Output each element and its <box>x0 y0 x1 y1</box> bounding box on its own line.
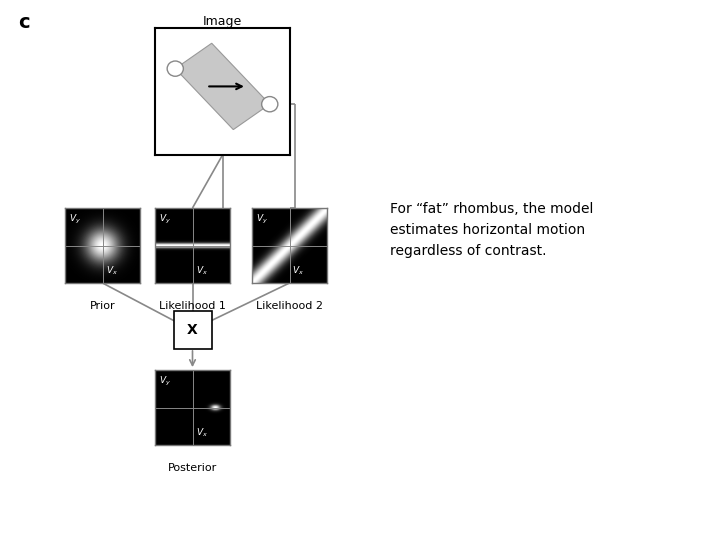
Text: X: X <box>187 323 198 337</box>
Text: c: c <box>18 12 30 31</box>
Text: $V_y$: $V_y$ <box>158 213 171 226</box>
Text: Likelihood 2: Likelihood 2 <box>256 301 323 311</box>
Text: $V_x$: $V_x$ <box>196 427 207 439</box>
Text: $V_y$: $V_y$ <box>256 213 268 226</box>
Text: $V_x$: $V_x$ <box>196 265 207 277</box>
FancyBboxPatch shape <box>174 311 212 349</box>
Circle shape <box>261 97 278 112</box>
Text: Posterior: Posterior <box>168 463 217 473</box>
Text: $V_x$: $V_x$ <box>292 265 305 277</box>
Text: Prior: Prior <box>90 301 115 311</box>
Text: $V_x$: $V_x$ <box>106 265 117 277</box>
Text: Likelihood 1: Likelihood 1 <box>159 301 226 311</box>
Circle shape <box>167 61 184 76</box>
Text: Image: Image <box>203 16 242 29</box>
Text: For “fat” rhombus, the model
estimates horizontal motion
regardless of contrast.: For “fat” rhombus, the model estimates h… <box>390 202 593 258</box>
Polygon shape <box>175 43 270 130</box>
Text: $V_y$: $V_y$ <box>158 375 171 388</box>
Text: $V_y$: $V_y$ <box>68 213 81 226</box>
